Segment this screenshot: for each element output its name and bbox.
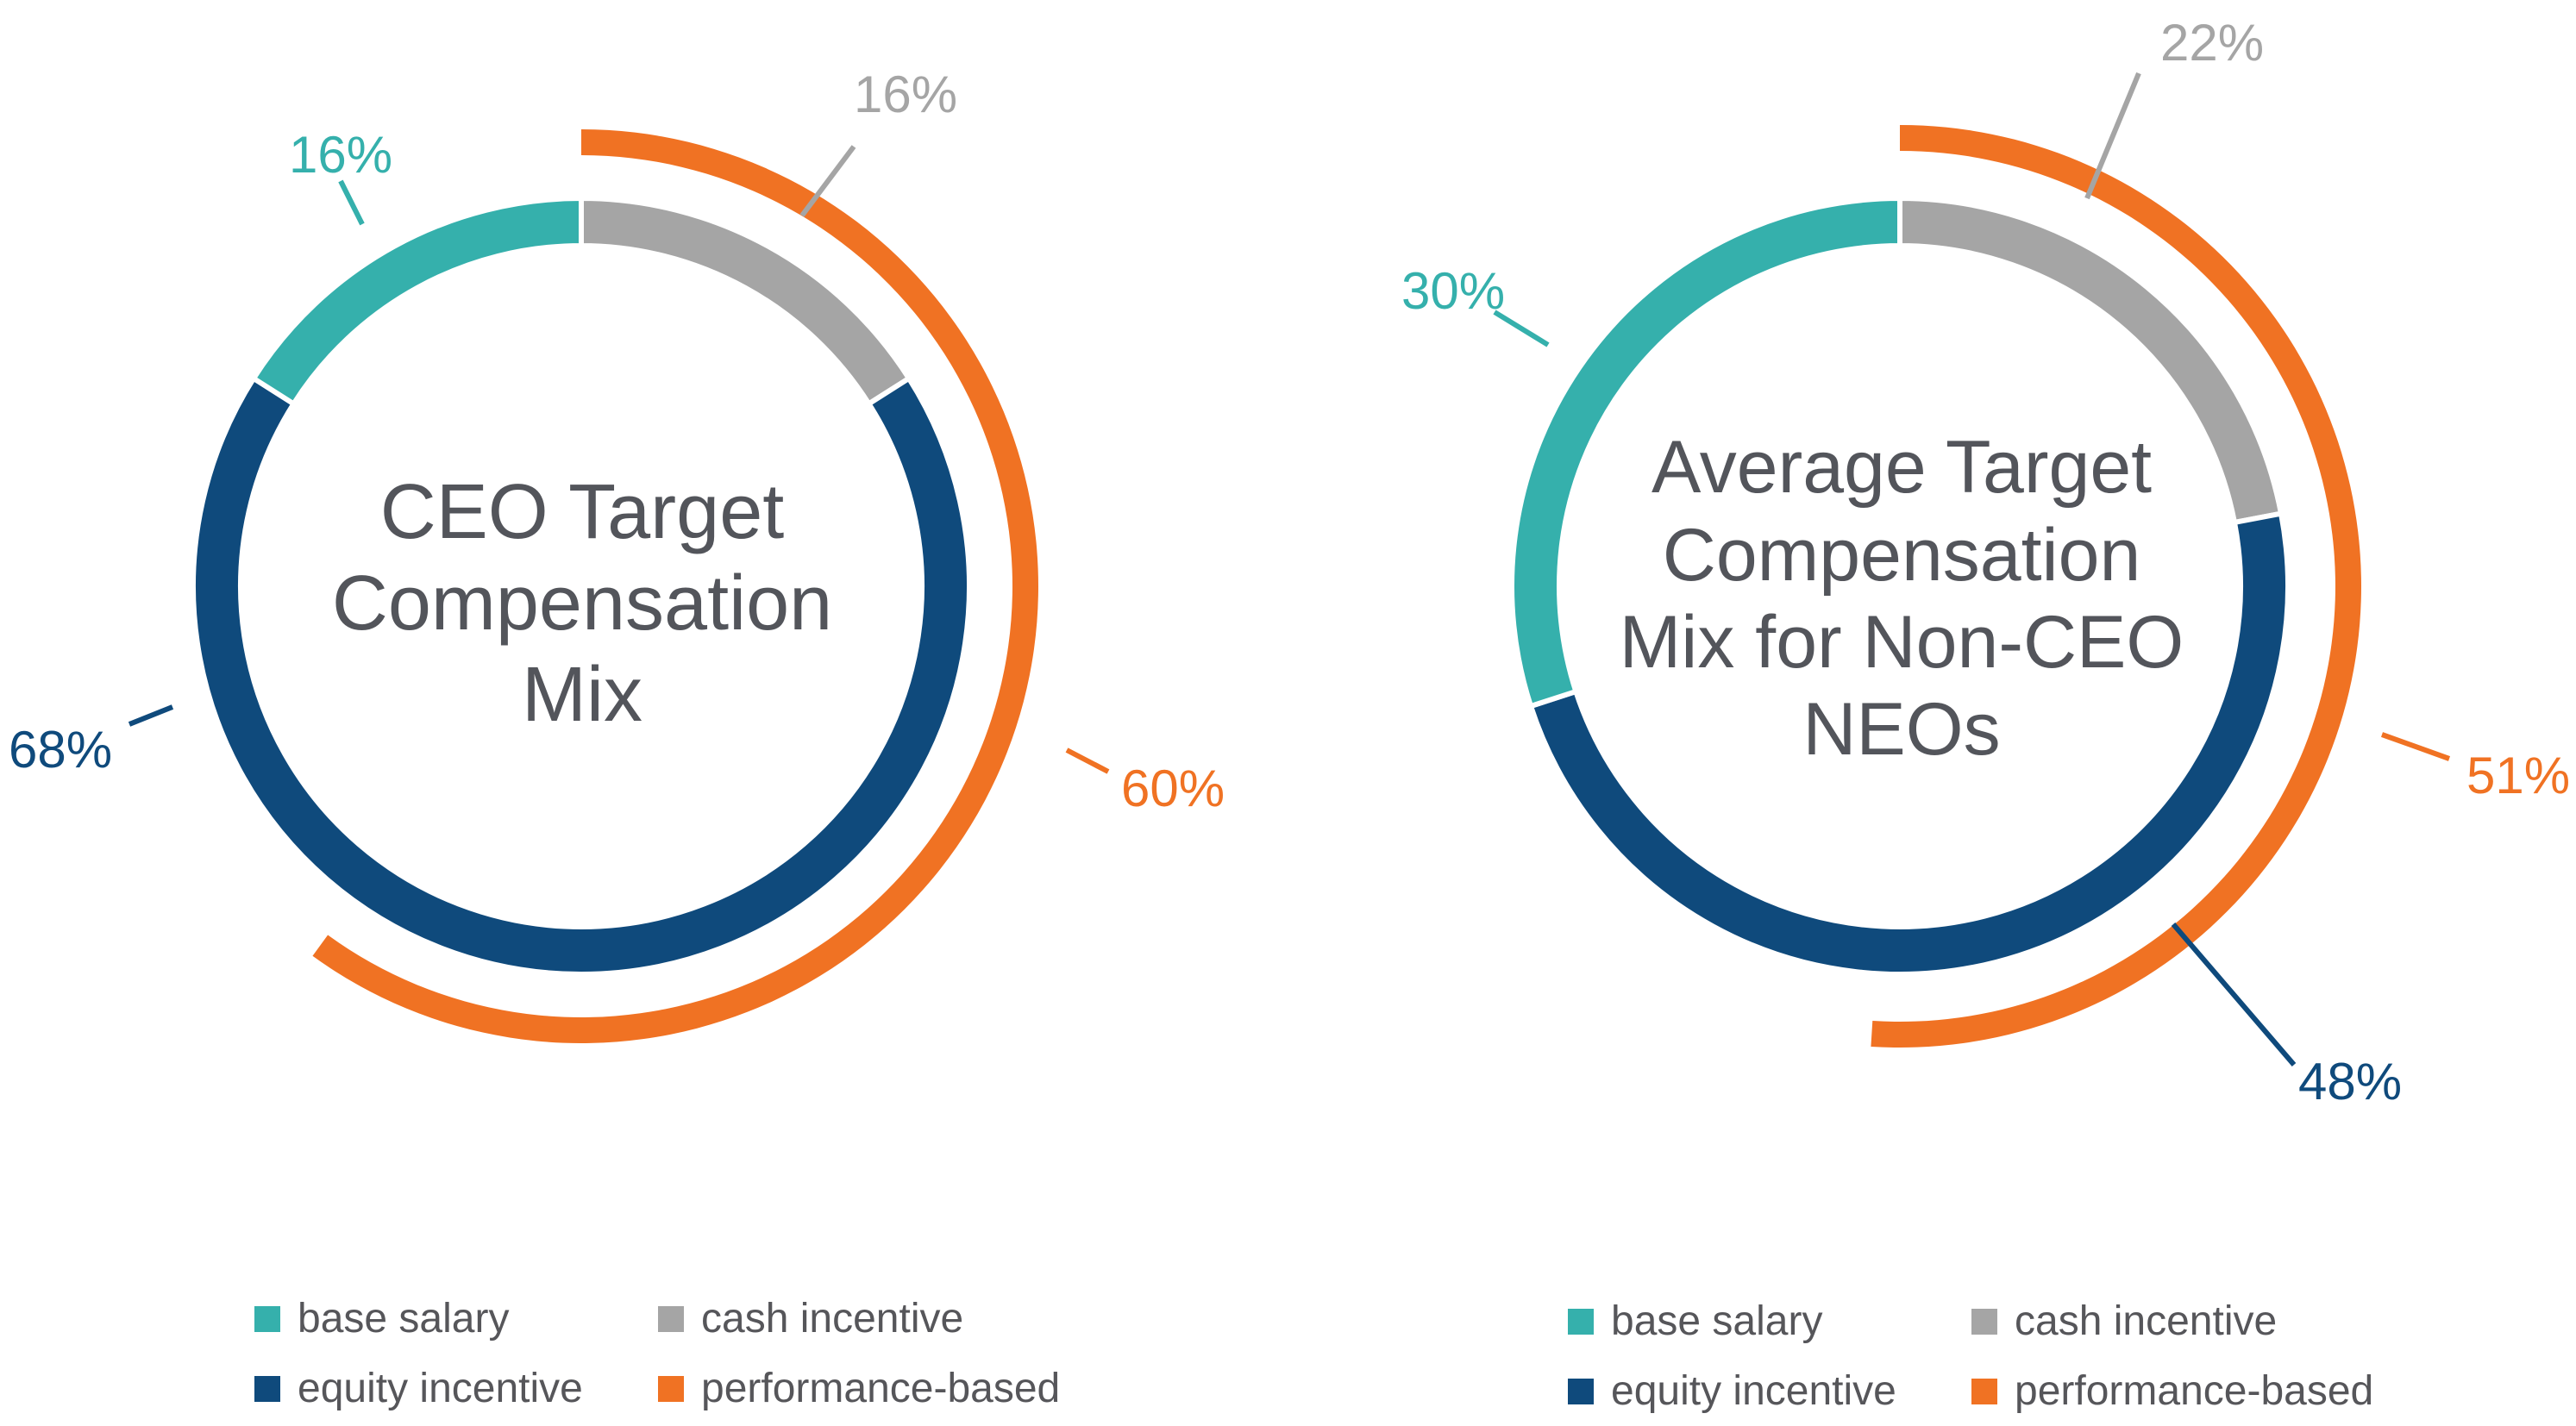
legend-item-base-salary: base salary bbox=[254, 1295, 658, 1342]
data-label-base-salary: 16% bbox=[289, 126, 392, 184]
leader-line-performance-based bbox=[2380, 732, 2451, 761]
legend-swatch bbox=[1971, 1378, 1997, 1404]
leader-line-performance-based bbox=[1065, 747, 1110, 774]
legend-swatch bbox=[1971, 1308, 1997, 1335]
legend-swatch bbox=[658, 1375, 684, 1402]
legend-item-equity-incentive: equity incentive bbox=[254, 1365, 658, 1412]
legend-label: base salary bbox=[1611, 1298, 1823, 1344]
leader-line-cash-incentive bbox=[2084, 72, 2141, 200]
chart-1-title: CEO Target Compensation Mix bbox=[331, 468, 833, 739]
leader-line-equity-incentive bbox=[2171, 923, 2297, 1066]
data-label-cash-incentive: 16% bbox=[854, 66, 957, 123]
data-label-equity-incentive: 68% bbox=[9, 721, 112, 779]
chart-1-legend: base salary cash incentive equity incentiv… bbox=[254, 1295, 1089, 1412]
legend-swatch bbox=[254, 1375, 280, 1402]
slice-base-salary bbox=[249, 195, 584, 408]
leader-line-cash-incentive bbox=[799, 145, 856, 217]
leader-line-base-salary bbox=[1493, 310, 1550, 347]
slice-equity-incentive bbox=[191, 374, 972, 977]
legend-label: equity incentive bbox=[1611, 1368, 1896, 1414]
legend-label: cash incentive bbox=[2015, 1298, 2278, 1344]
legend-item-base-salary: base salary bbox=[1568, 1298, 1971, 1345]
data-label-performance-based: 51% bbox=[2466, 747, 2570, 804]
legend-item-performance-based: performance-based bbox=[1971, 1367, 2403, 1415]
legend-label: base salary bbox=[298, 1296, 510, 1342]
leader-line-base-salary bbox=[338, 179, 365, 226]
chart-2-title: Average Target Compensation Mix for Non-… bbox=[1619, 426, 2184, 772]
data-label-base-salary: 30% bbox=[1401, 262, 1505, 320]
legend-swatch bbox=[1568, 1308, 1594, 1335]
chart-1: 16% 68% 16% 60% bbox=[9, 66, 1225, 1044]
legend-swatch bbox=[1568, 1378, 1594, 1404]
legend-item-cash-incentive: cash incentive bbox=[658, 1295, 1089, 1342]
legend-label: equity incentive bbox=[298, 1366, 583, 1411]
slice-equity-incentive bbox=[1527, 510, 2291, 978]
chart-2: 22% 48% 30% 51% bbox=[1401, 14, 2570, 1110]
data-label-cash-incentive: 22% bbox=[2160, 14, 2264, 72]
slice-base-salary bbox=[1508, 195, 1902, 710]
chart-2-legend: base salary cash incentive equity incentiv… bbox=[1568, 1298, 2403, 1415]
legend-label: performance-based bbox=[701, 1366, 1061, 1411]
data-label-equity-incentive: 48% bbox=[2298, 1053, 2402, 1110]
legend-item-equity-incentive: equity incentive bbox=[1568, 1367, 1971, 1415]
legend-item-performance-based: performance-based bbox=[658, 1365, 1089, 1412]
legend-label: cash incentive bbox=[701, 1296, 964, 1342]
data-label-performance-based: 60% bbox=[1121, 760, 1225, 817]
legend-swatch bbox=[658, 1305, 684, 1332]
legend-swatch bbox=[254, 1305, 280, 1332]
legend-label: performance-based bbox=[2015, 1368, 2374, 1414]
leader-line-equity-incentive bbox=[128, 704, 174, 727]
legend-item-cash-incentive: cash incentive bbox=[1971, 1298, 2403, 1345]
